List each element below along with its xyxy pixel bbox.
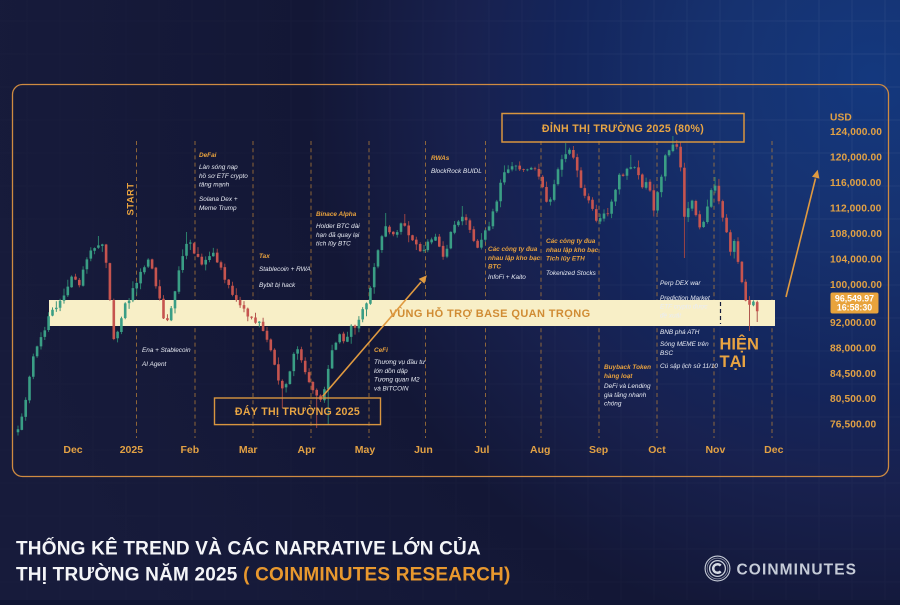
- svg-text:96,549.97: 96,549.97: [835, 293, 874, 303]
- svg-text:THỐNG KÊ TREND VÀ CÁC NARRATIV: THỐNG KÊ TREND VÀ CÁC NARRATIVE LỚN CỦA: [16, 538, 481, 560]
- svg-text:Các công ty đua: Các công ty đua: [546, 238, 596, 245]
- svg-text:InfoFi + Kaito: InfoFi + Kaito: [488, 274, 526, 281]
- svg-text:nhau lập kho bạc: nhau lập kho bạc: [546, 247, 599, 254]
- svg-text:Mar: Mar: [239, 444, 258, 456]
- svg-text:Làn sóng nạp: Làn sóng nạp: [199, 164, 238, 171]
- svg-text:80,500.00: 80,500.00: [830, 394, 876, 405]
- svg-text:Oct: Oct: [648, 444, 666, 456]
- svg-text:88,000.00: 88,000.00: [830, 344, 876, 355]
- svg-text:DeFi và Lending: DeFi và Lending: [604, 383, 651, 390]
- svg-text:Stablecoin + RWA: Stablecoin + RWA: [259, 266, 311, 273]
- svg-text:Binace Alpha: Binace Alpha: [316, 211, 357, 218]
- svg-text:TẠI: TẠI: [720, 353, 747, 371]
- svg-text:lớn dồn dập: lớn dồn dập: [374, 366, 408, 375]
- svg-text:120,000.00: 120,000.00: [830, 153, 882, 164]
- svg-text:Prediction Market: Prediction Market: [660, 295, 710, 302]
- svg-text:108,000.00: 108,000.00: [830, 229, 882, 240]
- svg-text:BTC: BTC: [488, 264, 502, 271]
- svg-text:Tokenized Stocks: Tokenized Stocks: [546, 270, 597, 277]
- svg-text:hồ sơ ETF crypto: hồ sơ ETF crypto: [199, 171, 248, 180]
- svg-text:ETF crypto được: ETF crypto được: [660, 304, 708, 311]
- svg-text:gia tăng nhanh: gia tăng nhanh: [604, 392, 647, 399]
- svg-text:CeFi: CeFi: [374, 347, 388, 354]
- svg-text:2025: 2025: [120, 444, 144, 456]
- svg-text:Tax: Tax: [259, 253, 270, 260]
- svg-text:Holder BTC dài: Holder BTC dài: [316, 223, 360, 230]
- svg-text:100,000.00: 100,000.00: [830, 280, 882, 291]
- svg-text:Ena + Stablecoin: Ena + Stablecoin: [142, 347, 191, 354]
- svg-text:tăng mạnh: tăng mạnh: [199, 182, 230, 189]
- svg-text:nhau lập kho bạc: nhau lập kho bạc: [488, 255, 541, 262]
- svg-text:Perp DEX war: Perp DEX war: [660, 280, 701, 287]
- svg-text:BSC: BSC: [660, 350, 674, 357]
- svg-text:92,000.00: 92,000.00: [830, 318, 876, 329]
- svg-text:Nov: Nov: [705, 444, 725, 456]
- svg-text:Tương quan M2: Tương quan M2: [374, 377, 420, 384]
- svg-text:Thương vụ đầu tư: Thương vụ đầu tư: [374, 357, 426, 366]
- svg-text:Jun: Jun: [414, 444, 433, 456]
- svg-text:và BITCOIN: và BITCOIN: [374, 385, 409, 392]
- svg-text:tích lũy BTC: tích lũy BTC: [316, 241, 351, 248]
- svg-text:May: May: [355, 444, 376, 456]
- svg-text:Các công ty đua: Các công ty đua: [488, 246, 538, 253]
- svg-text:Aug: Aug: [530, 444, 550, 456]
- svg-text:Tích lũy ETH: Tích lũy ETH: [546, 256, 585, 263]
- svg-text:VÙNG HỖ TRỢ BASE QUAN TRỌNG: VÙNG HỖ TRỢ BASE QUAN TRỌNG: [389, 307, 590, 320]
- svg-text:Jul: Jul: [474, 444, 489, 456]
- svg-text:ĐỈNH THỊ TRƯỜNG 2025 (80%): ĐỈNH THỊ TRƯỜNG 2025 (80%): [542, 122, 704, 135]
- svg-text:START: START: [126, 183, 137, 216]
- svg-text:112,000.00: 112,000.00: [830, 204, 882, 215]
- svg-text:THỊ TRƯỜNG NĂM 2025 ( COINMINU: THỊ TRƯỜNG NĂM 2025 ( COINMINUTES RESEAR…: [16, 564, 511, 586]
- svg-text:đề xuất: đề xuất: [660, 310, 681, 319]
- svg-text:Feb: Feb: [180, 444, 199, 456]
- svg-text:116,000.00: 116,000.00: [830, 178, 882, 189]
- svg-text:BNB phá ATH: BNB phá ATH: [660, 329, 700, 336]
- svg-text:Buyback Token: Buyback Token: [604, 364, 651, 371]
- svg-text:Dec: Dec: [764, 444, 783, 456]
- svg-text:Bybit bị hack: Bybit bị hack: [259, 282, 296, 289]
- svg-text:hạn đã quay lại: hạn đã quay lại: [316, 232, 360, 239]
- svg-text:COINMINUTES: COINMINUTES: [737, 562, 858, 579]
- svg-text:BlockRock BUIDL: BlockRock BUIDL: [431, 168, 482, 175]
- svg-text:HIỆN: HIỆN: [720, 335, 759, 354]
- svg-text:Sóng MEME trên: Sóng MEME trên: [660, 341, 709, 348]
- svg-text:ĐÁY THỊ TRƯỜNG 2025: ĐÁY THỊ TRƯỜNG 2025: [235, 405, 360, 418]
- svg-text:Solana Dex +: Solana Dex +: [199, 196, 238, 203]
- svg-text:124,000.00: 124,000.00: [830, 127, 882, 138]
- svg-text:Cú sập lịch sử 11/10: Cú sập lịch sử 11/10: [660, 362, 718, 370]
- svg-text:DeFai: DeFai: [199, 152, 217, 159]
- svg-text:Meme Trump: Meme Trump: [199, 205, 237, 212]
- svg-text:16:58:30: 16:58:30: [837, 303, 872, 313]
- svg-text:chóng: chóng: [604, 401, 622, 408]
- svg-text:USD: USD: [830, 113, 852, 124]
- svg-text:RWAs: RWAs: [431, 155, 450, 162]
- svg-text:104,000.00: 104,000.00: [830, 255, 882, 266]
- svg-text:76,500.00: 76,500.00: [830, 420, 876, 431]
- svg-text:hàng loạt: hàng loạt: [604, 373, 633, 380]
- svg-text:Apr: Apr: [298, 444, 316, 456]
- svg-text:Sep: Sep: [589, 444, 608, 456]
- svg-text:AI Agent: AI Agent: [141, 361, 167, 368]
- svg-text:Dec: Dec: [63, 444, 82, 456]
- svg-text:84,500.00: 84,500.00: [830, 369, 876, 380]
